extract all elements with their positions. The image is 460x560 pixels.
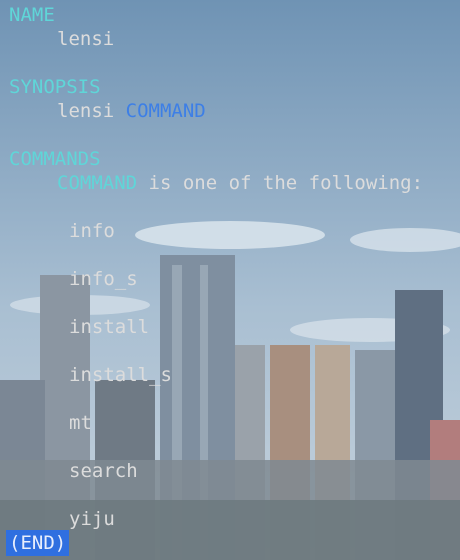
pager-end-marker[interactable]: (END): [6, 530, 70, 556]
command-item: mt: [69, 412, 92, 434]
commands-intro-argument: COMMAND: [57, 172, 138, 194]
synopsis-heading: SYNOPSIS: [9, 76, 101, 98]
command-item: search: [69, 460, 138, 482]
name-value: lensi: [57, 28, 115, 50]
command-item: info_s: [69, 268, 138, 290]
command-item: install: [69, 316, 150, 338]
commands-heading: COMMANDS: [9, 148, 101, 170]
commands-intro: COMMAND is one of the following:: [57, 171, 423, 195]
command-item: install_s: [69, 364, 172, 386]
command-item: yiju: [69, 508, 115, 530]
synopsis-line: lensi COMMAND: [57, 99, 206, 123]
commands-intro-text: is one of the following:: [137, 172, 424, 194]
command-item: info: [69, 220, 115, 242]
synopsis-argument: COMMAND: [125, 100, 206, 122]
synopsis-command: lensi: [57, 100, 115, 122]
name-heading: NAME: [9, 4, 55, 26]
